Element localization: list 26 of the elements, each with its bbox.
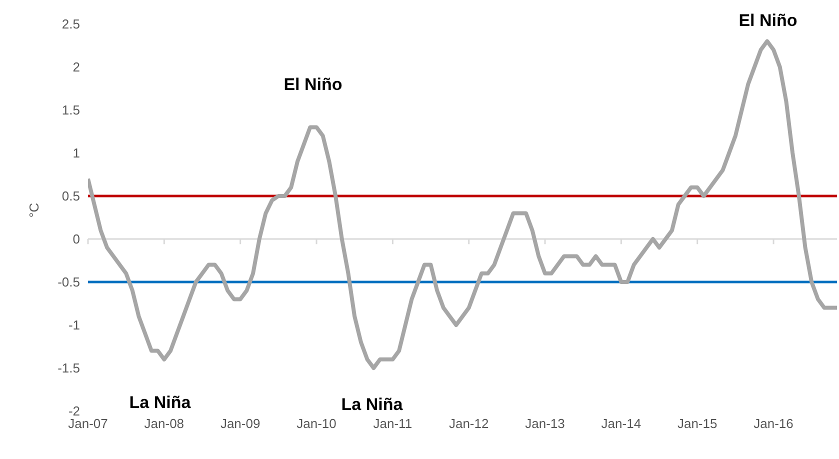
y-tick-label: 2.5 — [62, 16, 80, 32]
y-tick-label: 1 — [72, 146, 80, 161]
x-tick-label: Jan-08 — [144, 416, 184, 432]
y-tick-label: -0.5 — [58, 274, 80, 290]
y-tick-label: 0.5 — [62, 188, 80, 204]
x-tick-label: Jan-13 — [525, 416, 565, 432]
annotation: El Niño — [738, 11, 798, 31]
x-tick-label: Jan-12 — [448, 416, 489, 432]
annotation: El Niño — [284, 75, 342, 95]
y-tick-label: 1.5 — [62, 102, 80, 118]
y-tick-label: 0 — [72, 232, 80, 247]
x-tick-label: Jan-10 — [296, 416, 336, 432]
x-tick-label: Jan-15 — [677, 416, 718, 432]
y-tick-label: -1.5 — [58, 360, 80, 376]
x-tick-label: Jan-16 — [754, 416, 794, 432]
x-tick-label: Jan-11 — [373, 416, 412, 432]
y-tick-label: -1 — [68, 318, 80, 333]
x-tick-label: Jan-07 — [68, 416, 108, 432]
annotation: La Niña — [129, 393, 191, 413]
x-tick-label: Jan-14 — [601, 416, 642, 432]
y-tick-label: 2 — [72, 60, 80, 75]
x-tick-label: Jan-09 — [220, 416, 260, 432]
y-axis-title: °C — [26, 202, 42, 218]
y-tick-label: -2 — [68, 404, 80, 419]
annotation: La Niña — [341, 395, 403, 415]
line-series — [88, 39, 837, 370]
